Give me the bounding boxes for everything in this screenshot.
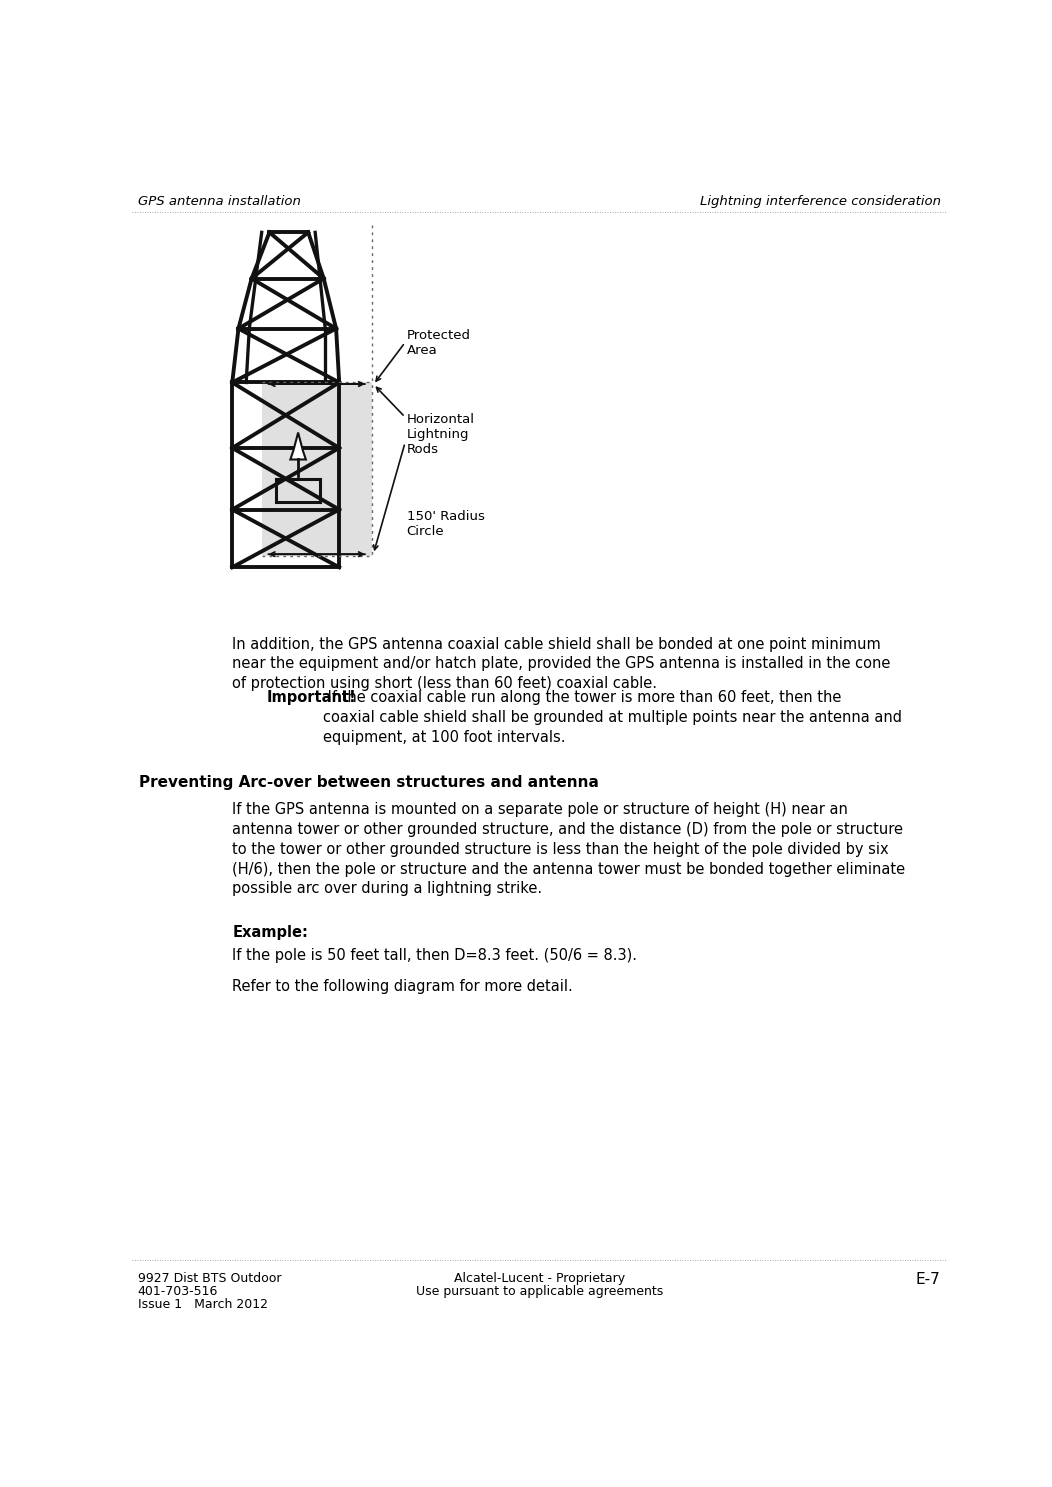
Polygon shape [290, 433, 306, 459]
Text: Example:: Example: [232, 925, 308, 940]
Text: GPS antenna installation: GPS antenna installation [138, 195, 301, 208]
Text: Important!: Important! [267, 690, 357, 705]
Text: If the GPS antenna is mounted on a separate pole or structure of height (H) near: If the GPS antenna is mounted on a separ… [232, 801, 906, 897]
Text: Horizontal
Lightning
Rods: Horizontal Lightning Rods [407, 413, 474, 457]
Text: 401-703-516: 401-703-516 [138, 1285, 218, 1298]
Text: Issue 1   March 2012: Issue 1 March 2012 [138, 1298, 267, 1312]
Text: In addition, the GPS antenna coaxial cable shield shall be bonded at one point m: In addition, the GPS antenna coaxial cab… [232, 636, 891, 691]
Text: 150' Radius
Circle: 150' Radius Circle [407, 510, 485, 537]
Text: Alcatel-Lucent - Proprietary: Alcatel-Lucent - Proprietary [453, 1271, 625, 1285]
Text: Protected
Area: Protected Area [407, 329, 470, 357]
Text: Refer to the following diagram for more detail.: Refer to the following diagram for more … [232, 980, 573, 995]
Text: Lightning interference consideration: Lightning interference consideration [700, 195, 940, 208]
Text: E-7: E-7 [916, 1271, 940, 1286]
Bar [262, 382, 371, 556]
Text: Preventing Arc-over between structures and antenna: Preventing Arc-over between structures a… [139, 775, 600, 790]
Text: If the pole is 50 feet tall, then D=8.3 feet. (50/6 = 8.3).: If the pole is 50 feet tall, then D=8.3 … [232, 949, 638, 964]
Text: 9927 Dist BTS Outdoor: 9927 Dist BTS Outdoor [138, 1271, 281, 1285]
Text: Use pursuant to applicable agreements: Use pursuant to applicable agreements [416, 1285, 663, 1298]
Text: If the coaxial cable run along the tower is more than 60 feet, then the
coaxial : If the coaxial cable run along the tower… [323, 690, 902, 745]
